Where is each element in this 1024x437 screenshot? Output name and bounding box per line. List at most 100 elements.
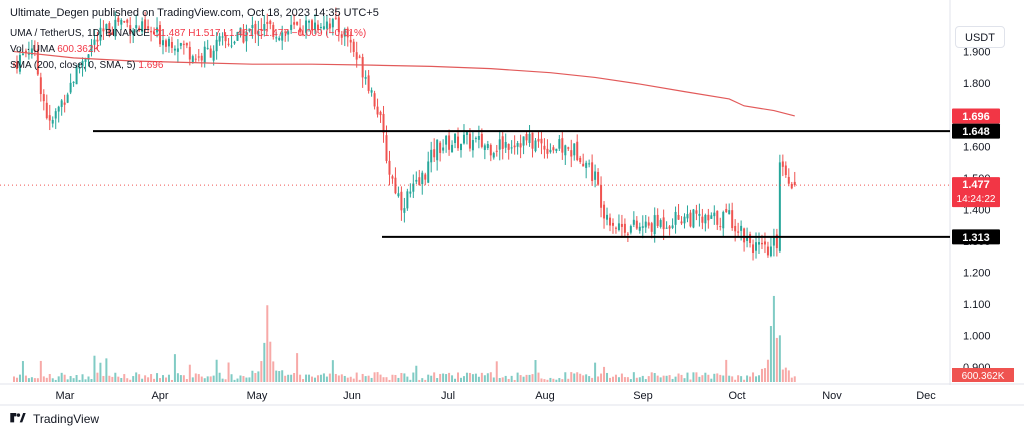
horizontal-levels: [93, 130, 950, 238]
candle-body: [164, 40, 167, 47]
volume-bar: [18, 374, 21, 382]
candle-body: [311, 20, 313, 31]
volume-bar: [650, 372, 653, 382]
volume-bar: [132, 376, 135, 382]
volume-bar: [388, 379, 391, 382]
candle-body: [245, 32, 248, 42]
candle-body: [766, 246, 769, 256]
volume-bar: [379, 374, 382, 382]
candle-body: [153, 31, 156, 35]
volume-bar: [39, 360, 42, 382]
volume-bar: [188, 364, 191, 382]
price-label-text: 1.648: [962, 126, 990, 138]
candle-body: [632, 219, 635, 225]
volume-bar: [221, 378, 224, 382]
candle-body: [227, 43, 230, 45]
volume-bar: [218, 372, 221, 382]
volume-bar: [620, 373, 623, 382]
volume-bar: [415, 365, 418, 382]
candle-body: [212, 50, 215, 61]
candle-body: [591, 162, 594, 182]
volume-bar: [30, 377, 33, 382]
volume-bar: [209, 376, 212, 382]
candle-body: [415, 179, 418, 182]
volume-bar: [594, 362, 597, 382]
candle-body: [257, 31, 260, 36]
candle-body: [421, 172, 424, 185]
candle-body: [409, 191, 412, 194]
candle-body: [144, 19, 147, 30]
candle-body: [623, 223, 626, 233]
volume-bar: [603, 366, 606, 382]
candle-body: [641, 226, 644, 228]
volume-bar: [299, 374, 302, 382]
candle-body: [302, 34, 305, 36]
volume-bar: [606, 372, 609, 382]
volume-bar: [784, 367, 787, 382]
volume-bar: [120, 377, 123, 382]
candle-body: [15, 61, 18, 70]
candle-body: [445, 135, 448, 145]
candle-body: [498, 139, 501, 150]
volume-bar: [391, 374, 394, 382]
volume-bar: [412, 372, 415, 382]
volume-bar: [600, 373, 603, 382]
volume-bar: [230, 374, 233, 382]
candle-body: [516, 143, 519, 147]
volume-bar: [468, 372, 471, 382]
candle-body: [272, 24, 275, 37]
candle-body: [582, 163, 585, 167]
candle-body: [343, 29, 346, 37]
volume-bar: [90, 379, 93, 382]
volume-bar: [51, 378, 54, 382]
candle-body: [606, 214, 609, 220]
candle-body: [275, 37, 278, 39]
volume-bar: [164, 377, 167, 382]
candle-body: [406, 191, 409, 209]
candle-body: [513, 145, 516, 148]
candle-body: [18, 54, 21, 72]
candle-body: [749, 234, 752, 243]
candle-body: [182, 43, 185, 45]
candle-body: [758, 242, 760, 245]
candle-body: [108, 23, 111, 36]
volume-bar: [114, 372, 117, 382]
y-tick-label: 1.000: [963, 331, 991, 343]
candle-body: [162, 40, 164, 46]
candle-body: [683, 216, 686, 224]
candle-body: [665, 227, 668, 229]
volume-bar: [534, 360, 537, 382]
candle-body: [87, 54, 90, 60]
volume-bar: [66, 379, 69, 382]
candle-body: [418, 177, 421, 185]
volume-bar: [418, 379, 421, 382]
volume-bar: [48, 374, 51, 382]
volume-bar: [722, 375, 725, 382]
volume-bar: [614, 374, 617, 382]
candle-body: [388, 160, 391, 175]
candle-body: [147, 26, 150, 29]
candle-body: [448, 135, 451, 150]
x-tick-label: Jul: [441, 390, 455, 402]
currency-button[interactable]: USDT: [955, 26, 1005, 48]
volume-bar: [194, 373, 197, 382]
volume-bar: [21, 361, 24, 382]
volume-bar: [719, 374, 722, 382]
volume-bar: [319, 374, 322, 382]
volume-bar: [498, 378, 501, 382]
candle-body: [525, 133, 528, 141]
volume-bar: [281, 370, 284, 382]
volume-bar: [135, 372, 138, 382]
volume-bar: [153, 378, 156, 382]
volume-bar: [245, 377, 248, 382]
candle-body: [290, 24, 293, 31]
publisher-header: Ultimate_Degen published on TradingView.…: [10, 7, 379, 19]
candle-body: [728, 210, 731, 215]
candle-body: [710, 215, 713, 219]
volume-bar: [185, 379, 188, 382]
candle-body: [617, 223, 620, 230]
candle-body: [555, 148, 558, 152]
volume-bar: [349, 376, 352, 382]
candle-body: [501, 136, 504, 149]
